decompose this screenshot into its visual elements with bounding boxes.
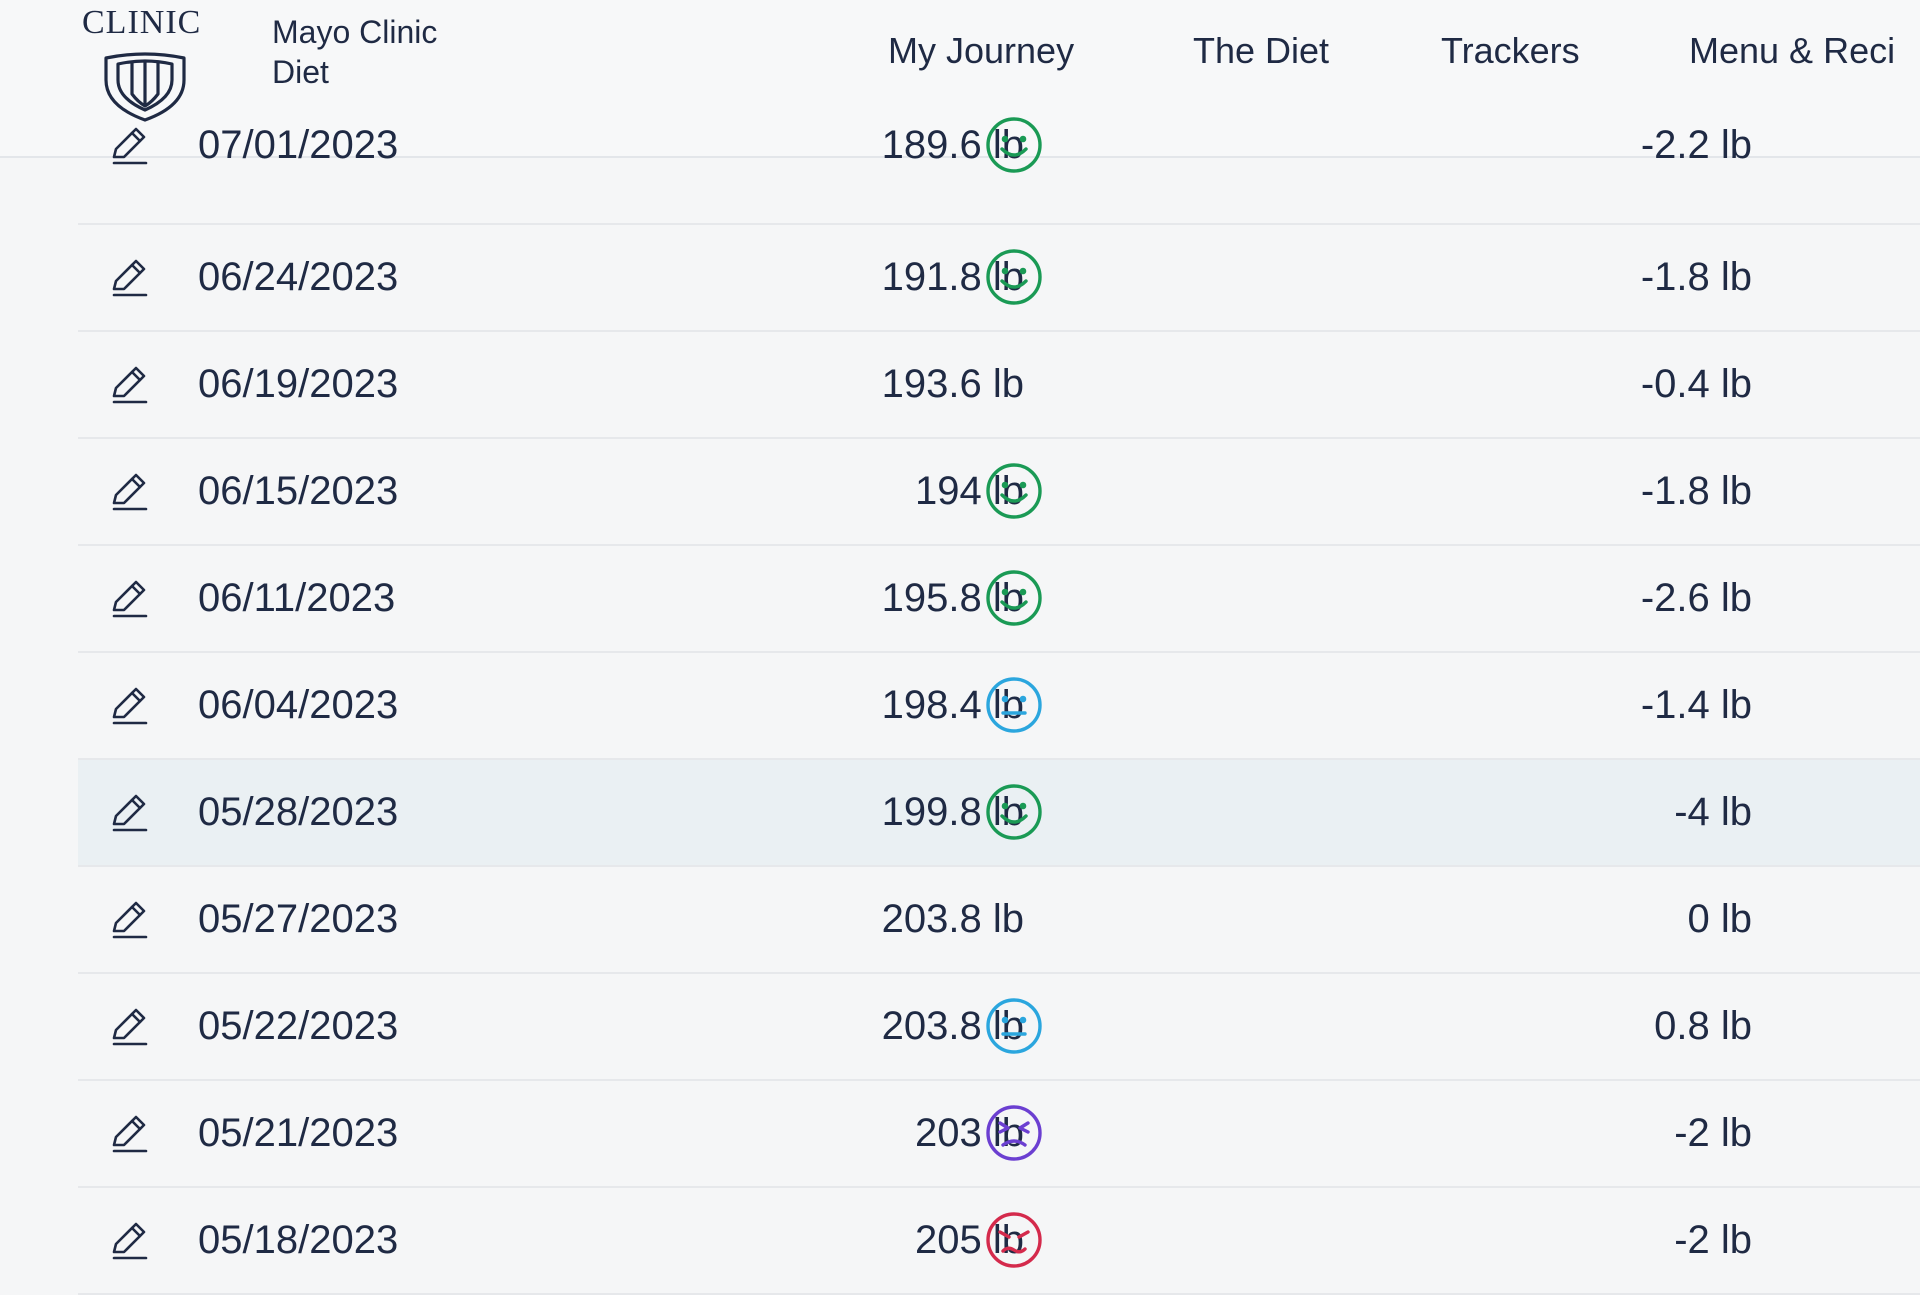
entry-date: 05/18/2023 [198,1218,399,1262]
entry-weight: 199.8 lb [881,790,1024,834]
nav-menu-recipes[interactable]: Menu & Reci [1689,30,1896,71]
table-row[interactable]: 06/24/2023 191.8 lb -1.8 lb [78,225,1920,332]
entry-weight-change: -1.8 lb [1640,255,1752,299]
app-header: CLINIC Mayo Clinic Diet My Journey The D… [0,0,1920,158]
pencil-icon[interactable] [106,1111,150,1155]
entry-weight: 205 lb [915,1218,1024,1262]
table-row[interactable]: 07/01/2023 189.6 lb -2.2 lb [78,117,1920,225]
entry-date: 05/22/2023 [198,1004,399,1048]
entry-date: 06/11/2023 [198,576,396,620]
nav-the-diet[interactable]: The Diet [1193,30,1330,71]
entry-date: 07/01/2023 [198,123,399,167]
nav-trackers[interactable]: Trackers [1441,30,1580,71]
happy-icon [984,247,1044,307]
entry-weight-change: -0.4 lb [1640,362,1752,406]
entry-weight-change: -4 lb [1674,790,1752,834]
entry-weight: 203.8 lb [881,1004,1024,1048]
entry-weight: 191.8 lb [881,255,1024,299]
entry-weight: 195.8 lb [881,576,1024,620]
pencil-icon[interactable] [106,255,150,299]
angry-icon [984,1210,1044,1270]
entry-date: 06/04/2023 [198,683,399,727]
logo-wordmark: CLINIC [82,4,202,41]
happy-icon [984,461,1044,521]
pencil-icon[interactable] [106,790,150,834]
brand-name: Mayo Clinic Diet [272,14,438,90]
pencil-icon[interactable] [106,123,150,167]
entry-weight-change: -1.4 lb [1640,683,1752,727]
table-row[interactable]: 06/04/2023 198.4 lb -1.4 lb [78,653,1920,760]
happy-icon [984,782,1044,842]
entry-weight-change: -2 lb [1674,1111,1752,1155]
pencil-icon[interactable] [106,683,150,727]
shield-logo-icon [104,52,186,122]
table-row[interactable]: 05/21/2023 203 lb -2 lb [78,1081,1920,1188]
pencil-icon[interactable] [106,469,150,513]
entry-weight: 198.4 lb [881,683,1024,727]
pencil-icon[interactable] [106,1004,150,1048]
frustrated-icon [984,1103,1044,1163]
pencil-icon[interactable] [106,1218,150,1262]
weight-log-table: 07/01/2023 189.6 lb -2.2 lb 06/24/2023 191.8… [78,117,1920,1295]
pencil-icon[interactable] [106,362,150,406]
entry-weight-change: -1.8 lb [1640,469,1752,513]
table-row[interactable]: 05/28/2023 199.8 lb -4 lb [78,760,1920,867]
nav-my-journey[interactable]: My Journey [888,30,1075,71]
table-row[interactable]: 06/15/2023 194 lb -1.8 lb [78,439,1920,546]
entry-date: 05/21/2023 [198,1111,399,1155]
table-row[interactable]: 05/27/2023 203.8 lb 0 lb [78,867,1920,974]
entry-weight-change: -2.2 lb [1640,123,1752,167]
entry-date: 05/28/2023 [198,790,399,834]
entry-date: 06/24/2023 [198,255,399,299]
happy-icon [984,568,1044,628]
entry-weight: 194 lb [915,469,1024,513]
pencil-icon[interactable] [106,576,150,620]
entry-weight-change: -2 lb [1674,1218,1752,1262]
entry-weight: 189.6 lb [881,123,1024,167]
entry-date: 05/27/2023 [198,897,399,941]
table-row[interactable]: 05/22/2023 203.8 lb 0.8 lb [78,974,1920,1081]
entry-date: 06/15/2023 [198,469,399,513]
table-row[interactable]: 06/11/2023 195.8 lb -2.6 lb [78,546,1920,653]
entry-weight: 203.8 lb [881,897,1024,941]
entry-weight: 203 lb [915,1111,1024,1155]
table-row[interactable]: 06/19/2023 193.6 lb -0.4 lb [78,332,1920,439]
neutral-icon [984,675,1044,735]
mayo-clinic-logo[interactable]: CLINIC [82,0,222,124]
pencil-icon[interactable] [106,897,150,941]
neutral-icon [984,996,1044,1056]
entry-weight-change: -2.6 lb [1640,576,1752,620]
happy-icon [984,115,1044,175]
entry-weight-change: 0.8 lb [1654,1004,1752,1048]
entry-weight-change: 0 lb [1687,897,1753,941]
entry-weight: 193.6 lb [881,362,1024,406]
entry-date: 06/19/2023 [198,362,399,406]
